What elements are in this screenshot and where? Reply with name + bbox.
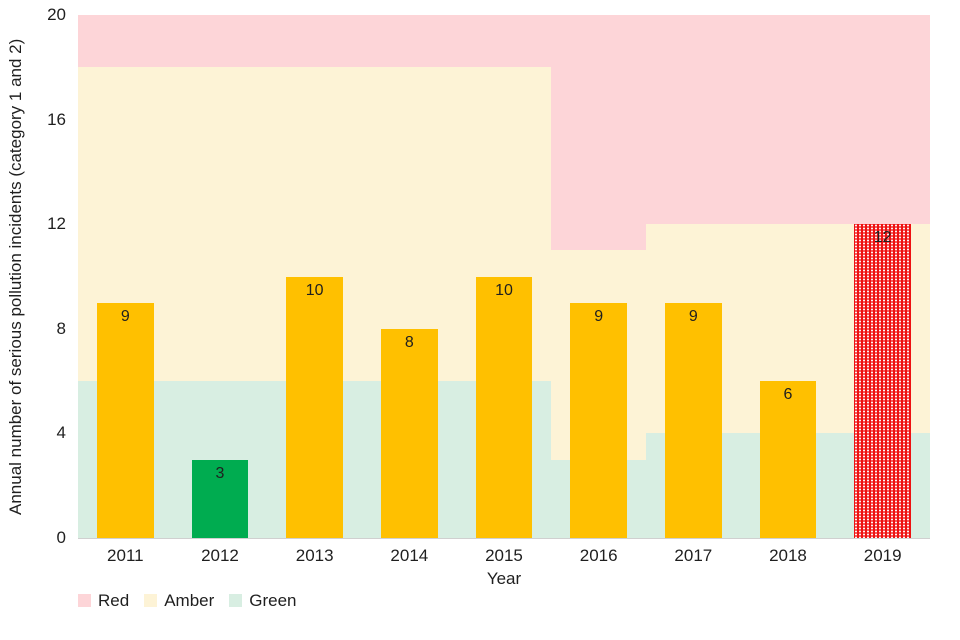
bar-value-label: 9 <box>688 307 698 325</box>
x-axis-title: Year <box>486 569 522 588</box>
bar-value-label: 10 <box>495 281 513 299</box>
plot-area: 9 3 10 8 10 9 9 6 12 <box>78 15 930 539</box>
x-axis-line <box>78 538 930 539</box>
bar-2014: 8 <box>380 328 438 538</box>
x-tick-2019: 2019 <box>863 546 902 565</box>
y-tick-8: 8 <box>56 318 66 338</box>
bar-2018: 6 <box>759 381 817 538</box>
bar-2017: 9 <box>664 302 722 538</box>
legend-swatch-red <box>78 594 91 607</box>
bar-value-label: 9 <box>594 307 604 325</box>
y-tick-20: 20 <box>47 5 66 24</box>
bar-value-label: 12 <box>873 229 892 247</box>
legend-label: Green <box>249 591 297 610</box>
legend-item-green: Green <box>229 591 297 610</box>
threshold-band-red <box>78 15 552 68</box>
x-tick-2011: 2011 <box>107 546 144 565</box>
x-tick-2018: 2018 <box>769 546 807 565</box>
bar-value-label: 3 <box>215 464 225 482</box>
bar-2019: 12 <box>854 224 912 538</box>
legend-label: Red <box>98 591 130 610</box>
x-tick-2017: 2017 <box>674 546 713 565</box>
legend-swatch-amber <box>144 594 158 607</box>
threshold-band-red <box>646 15 930 225</box>
bar-2012: 3 <box>191 459 249 538</box>
x-tick-2016: 2016 <box>579 546 618 565</box>
y-axis-title: Annual number of serious pollution incid… <box>6 38 25 515</box>
legend-swatch-green <box>229 594 243 607</box>
y-tick-0: 0 <box>56 528 66 547</box>
bar-2015: 10 <box>475 276 533 538</box>
bar-value-label: 10 <box>305 281 324 299</box>
bar-2016: 9 <box>570 302 628 538</box>
x-tick-2012: 2012 <box>201 546 239 565</box>
bar-value-label: 8 <box>404 333 414 351</box>
legend-label: Amber <box>164 591 215 610</box>
bar-value-label: 9 <box>120 307 130 325</box>
y-tick-12: 12 <box>47 214 66 234</box>
x-tick-2013: 2013 <box>295 546 334 565</box>
legend-item-red: Red <box>78 592 129 609</box>
x-tick-2015: 2015 <box>485 546 523 565</box>
y-tick-4: 4 <box>56 423 66 443</box>
threshold-band-red <box>551 15 646 251</box>
x-tick-2014: 2014 <box>390 546 429 565</box>
bar-value-label: 6 <box>783 386 793 404</box>
y-tick-16: 16 <box>47 109 66 129</box>
bar-2013: 10 <box>286 276 344 538</box>
legend: Red Amber Green <box>78 592 297 609</box>
legend-item-amber: Amber <box>144 592 214 609</box>
bar-2011: 9 <box>96 302 154 538</box>
